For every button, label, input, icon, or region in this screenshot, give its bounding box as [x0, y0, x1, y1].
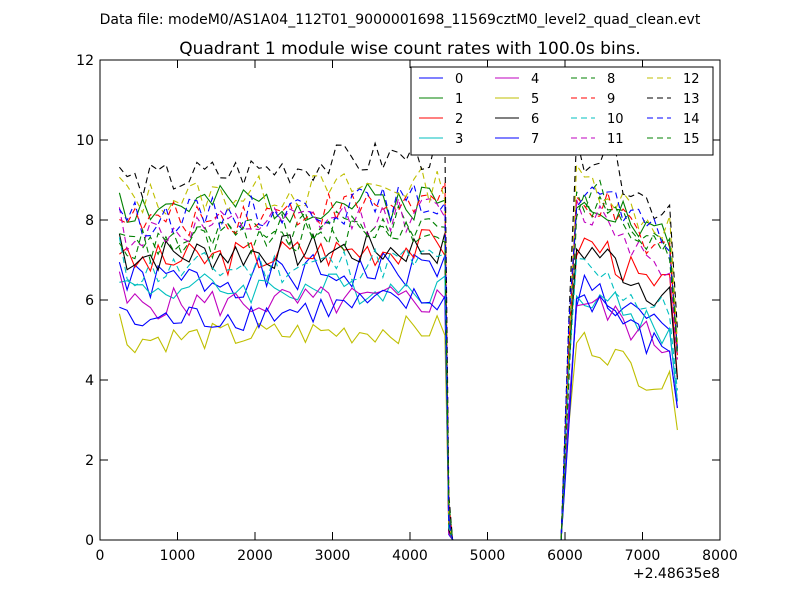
y-tick-label: 6 — [85, 293, 94, 309]
legend-label-9: 9 — [607, 92, 615, 107]
series-lines — [118, 133, 678, 541]
legend-label-3: 3 — [455, 132, 463, 147]
legend-label-10: 10 — [607, 112, 624, 127]
x-tick-label: 2000 — [237, 548, 273, 564]
x-tick-label: 0 — [96, 548, 105, 564]
legend-label-0: 0 — [455, 72, 463, 87]
series-line-2 — [119, 229, 678, 541]
y-tick-label: 2 — [85, 453, 94, 469]
legend-label-14: 14 — [683, 112, 700, 127]
y-tick-label: 12 — [76, 53, 94, 69]
x-tick-label: 5000 — [470, 548, 506, 564]
legend-label-6: 6 — [531, 112, 539, 127]
x-offset-label: +2.48635e8 — [633, 566, 720, 582]
legend-label-4: 4 — [531, 72, 539, 87]
series-line-9 — [119, 182, 678, 541]
x-tick-label: 1000 — [160, 548, 196, 564]
legend-box — [410, 66, 714, 156]
legend-label-11: 11 — [607, 132, 624, 147]
y-tick-label: 10 — [76, 133, 94, 149]
series-line-3 — [119, 273, 678, 541]
y-tick-label: 8 — [85, 213, 94, 229]
series-line-10 — [118, 237, 678, 541]
x-tick-label: 7000 — [625, 548, 661, 564]
series-line-0 — [118, 251, 678, 541]
legend-label-7: 7 — [531, 132, 539, 147]
series-line-5 — [118, 313, 678, 541]
legend-label-15: 15 — [683, 132, 700, 147]
chart-title: Quadrant 1 module wise count rates with … — [179, 39, 640, 59]
series-line-1 — [118, 182, 678, 541]
y-tick-label: 0 — [85, 533, 94, 549]
figure-suptitle: Data file: modeM0/AS1A04_112T01_90000016… — [100, 12, 701, 28]
series-line-15 — [118, 191, 678, 541]
series-line-11 — [118, 198, 678, 541]
legend-label-2: 2 — [455, 112, 463, 127]
legend-label-12: 12 — [683, 72, 700, 87]
legend-label-1: 1 — [455, 92, 463, 107]
x-tick-label: 3000 — [315, 548, 351, 564]
x-tick-label: 4000 — [392, 548, 428, 564]
y-tick-label: 4 — [85, 373, 94, 389]
series-line-4 — [118, 271, 678, 541]
legend-label-8: 8 — [607, 72, 615, 87]
series-line-14 — [118, 183, 678, 541]
series-line-8 — [119, 179, 678, 541]
legend-label-5: 5 — [531, 92, 539, 107]
series-line-7 — [119, 287, 678, 541]
series-line-12 — [118, 163, 678, 541]
x-tick-label: 8000 — [702, 548, 738, 564]
x-tick-label: 6000 — [547, 548, 583, 564]
series-line-6 — [118, 230, 678, 541]
legend-label-13: 13 — [683, 92, 700, 107]
series-line-13 — [118, 133, 678, 541]
